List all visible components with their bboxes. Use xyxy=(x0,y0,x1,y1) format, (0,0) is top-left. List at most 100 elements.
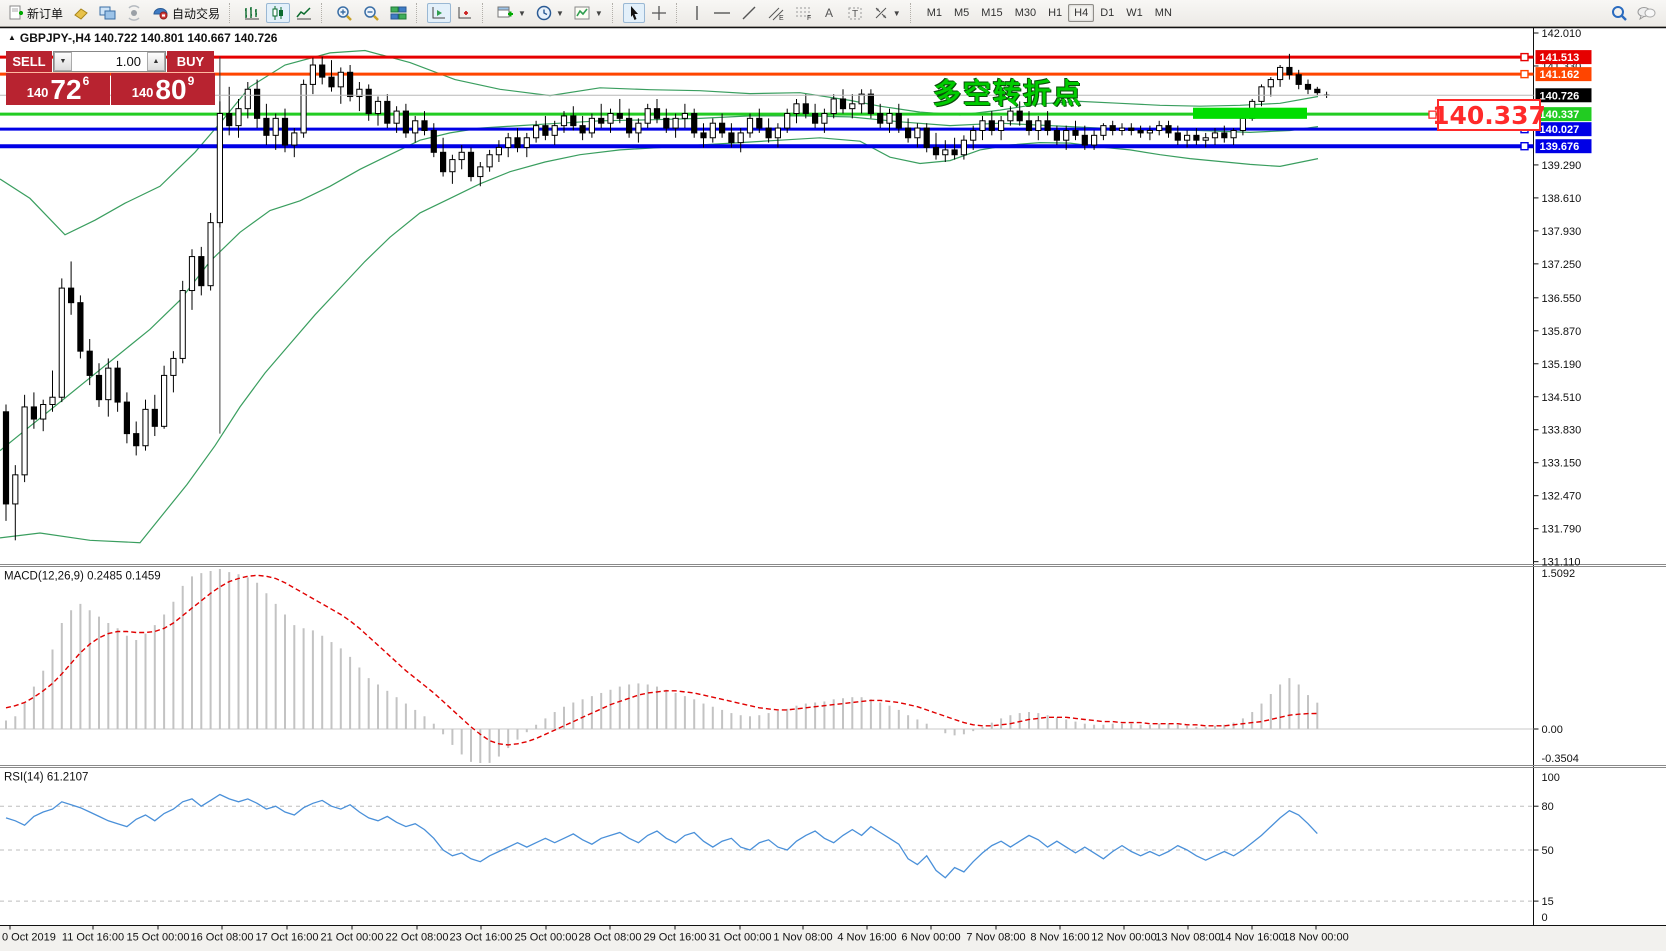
chart-shift-icon xyxy=(457,5,473,21)
volume-value[interactable]: 1.00 xyxy=(115,54,141,69)
fibonacci-icon: F xyxy=(795,5,813,22)
autotrading-button[interactable]: 自动交易 xyxy=(148,3,224,23)
timeframe-D1[interactable]: D1 xyxy=(1100,7,1115,19)
indicators-icon xyxy=(574,5,591,21)
toolbar-separator xyxy=(675,3,682,23)
market-watch-button[interactable] xyxy=(95,3,120,23)
svg-text:0: 0 xyxy=(1542,912,1548,924)
time-label: 17 Oct 16:00 xyxy=(256,932,319,944)
svg-text:140.027: 140.027 xyxy=(1540,124,1580,136)
bar-chart-icon xyxy=(244,5,260,21)
search-icon[interactable] xyxy=(1610,4,1628,22)
svg-text:-0.3504: -0.3504 xyxy=(1542,753,1579,765)
toolbar-separator xyxy=(229,3,235,23)
candlestick-mode-button[interactable] xyxy=(266,3,291,23)
svg-text:F: F xyxy=(807,15,811,21)
bar-chart-mode-button[interactable] xyxy=(240,3,264,23)
turning-point-annotation[interactable]: 多空转折点 xyxy=(933,78,1084,109)
time-label: 31 Oct 00:00 xyxy=(709,932,772,944)
time-label: 28 Oct 08:00 xyxy=(579,932,642,944)
signals-button[interactable] xyxy=(122,3,146,23)
clock-icon xyxy=(536,5,552,21)
svg-text:132.470: 132.470 xyxy=(1542,491,1582,503)
volume-decrease-button[interactable]: ▼ xyxy=(54,52,72,71)
time-label: 1 Nov 08:00 xyxy=(773,932,832,944)
rsi-panel: 80 50 15 100 0 RSI(14) 61.2107 xyxy=(0,772,1560,924)
auto-scroll-button[interactable] xyxy=(427,3,452,23)
time-label: 4 Nov 16:00 xyxy=(837,932,896,944)
callout-anchor[interactable] xyxy=(1428,110,1437,119)
vertical-line-tool[interactable] xyxy=(687,3,707,23)
crosshair-tool-button[interactable] xyxy=(647,3,671,23)
chat-icon[interactable] xyxy=(1636,4,1656,22)
new-order-button[interactable]: 新订单 xyxy=(4,3,67,23)
text-label-tool[interactable]: T xyxy=(843,3,867,23)
timeframe-MN[interactable]: MN xyxy=(1154,7,1172,19)
timeframe-W1[interactable]: W1 xyxy=(1126,7,1143,19)
volume-stepper: ▼ 1.00 ▲ xyxy=(53,51,166,72)
timeframe-M1[interactable]: M1 xyxy=(926,7,942,19)
panel-collapse-icon[interactable]: ▲ xyxy=(8,33,16,42)
chart-frame xyxy=(0,26,1666,951)
timeframe-M15[interactable]: M15 xyxy=(981,7,1003,19)
timeframe-M30[interactable]: M30 xyxy=(1014,7,1037,19)
monitors-icon xyxy=(99,5,116,21)
sell-price-display[interactable]: 140 72 6 xyxy=(6,73,110,105)
candles-layer xyxy=(2,53,1330,541)
trendline-tool[interactable] xyxy=(737,3,761,23)
zoom-out-button[interactable] xyxy=(359,3,384,23)
svg-text:131.110: 131.110 xyxy=(1542,557,1581,569)
indicators-dropdown[interactable]: ▼ xyxy=(570,3,607,23)
chart-shift-button[interactable] xyxy=(453,3,477,23)
buy-price-display[interactable]: 140 80 9 xyxy=(111,73,215,105)
buy-button[interactable]: BUY xyxy=(167,51,214,72)
buy-price-prefix: 140 xyxy=(131,85,154,100)
green-zone-rectangle[interactable] xyxy=(1193,107,1307,119)
history-center-button[interactable] xyxy=(69,3,93,23)
new-chart-dropdown[interactable]: ▼ xyxy=(493,3,530,23)
time-label: 0 Oct 2019 xyxy=(2,932,56,944)
yellow-book-icon xyxy=(73,5,89,21)
time-label: 16 Oct 08:00 xyxy=(191,932,254,944)
cursor-tool-button[interactable] xyxy=(622,3,645,23)
text-label-icon: T xyxy=(847,5,863,21)
time-label: 13 Nov 08:00 xyxy=(1155,932,1220,944)
time-label: 18 Nov 00:00 xyxy=(1283,932,1348,944)
svg-text:137.250: 137.250 xyxy=(1542,259,1582,271)
arrows-icon xyxy=(873,5,889,21)
svg-text:T: T xyxy=(852,9,858,20)
timeframe-H4[interactable]: H4 xyxy=(1068,4,1095,22)
price-callout-box[interactable]: 140.337 xyxy=(1432,99,1546,131)
text-tool[interactable]: A xyxy=(819,3,841,23)
macd-panel: 1.5092 0.00 -0.3504 MACD(12,26,9) 0.2485 0.… xyxy=(0,568,1579,765)
profiles-dropdown[interactable]: ▼ xyxy=(532,3,568,23)
volume-increase-button[interactable]: ▲ xyxy=(147,52,165,71)
time-label: 22 Oct 08:00 xyxy=(386,932,449,944)
zoom-in-button[interactable] xyxy=(332,3,357,23)
line-chart-mode-button[interactable] xyxy=(292,3,316,23)
candlestick-icon xyxy=(270,5,286,21)
toolbar-separator xyxy=(321,3,327,23)
svg-text:50: 50 xyxy=(1542,845,1554,857)
new-chart-icon xyxy=(497,5,514,21)
timeframe-M5[interactable]: M5 xyxy=(954,7,970,19)
new-order-label: 新订单 xyxy=(27,6,64,21)
svg-text:131.790: 131.790 xyxy=(1542,524,1582,536)
arrows-dropdown[interactable]: ▼ xyxy=(869,3,905,23)
horizontal-line-tool[interactable] xyxy=(709,3,735,23)
toolbar-separator xyxy=(909,3,916,23)
fibonacci-tool[interactable]: F xyxy=(791,3,817,23)
svg-text:140.726: 140.726 xyxy=(1540,90,1580,102)
rsi-label: RSI(14) 61.2107 xyxy=(4,772,88,784)
equidistant-channel-tool[interactable]: E xyxy=(763,3,789,23)
timeframe-H1[interactable]: H1 xyxy=(1048,7,1063,19)
svg-text:0.00: 0.00 xyxy=(1542,724,1563,736)
sell-button[interactable]: SELL xyxy=(6,51,52,72)
svg-text:100: 100 xyxy=(1542,772,1560,784)
tile-windows-button[interactable] xyxy=(386,3,411,23)
tile-windows-icon xyxy=(390,5,407,21)
horizontal-line-icon xyxy=(713,5,731,21)
new-order-icon xyxy=(8,5,24,21)
